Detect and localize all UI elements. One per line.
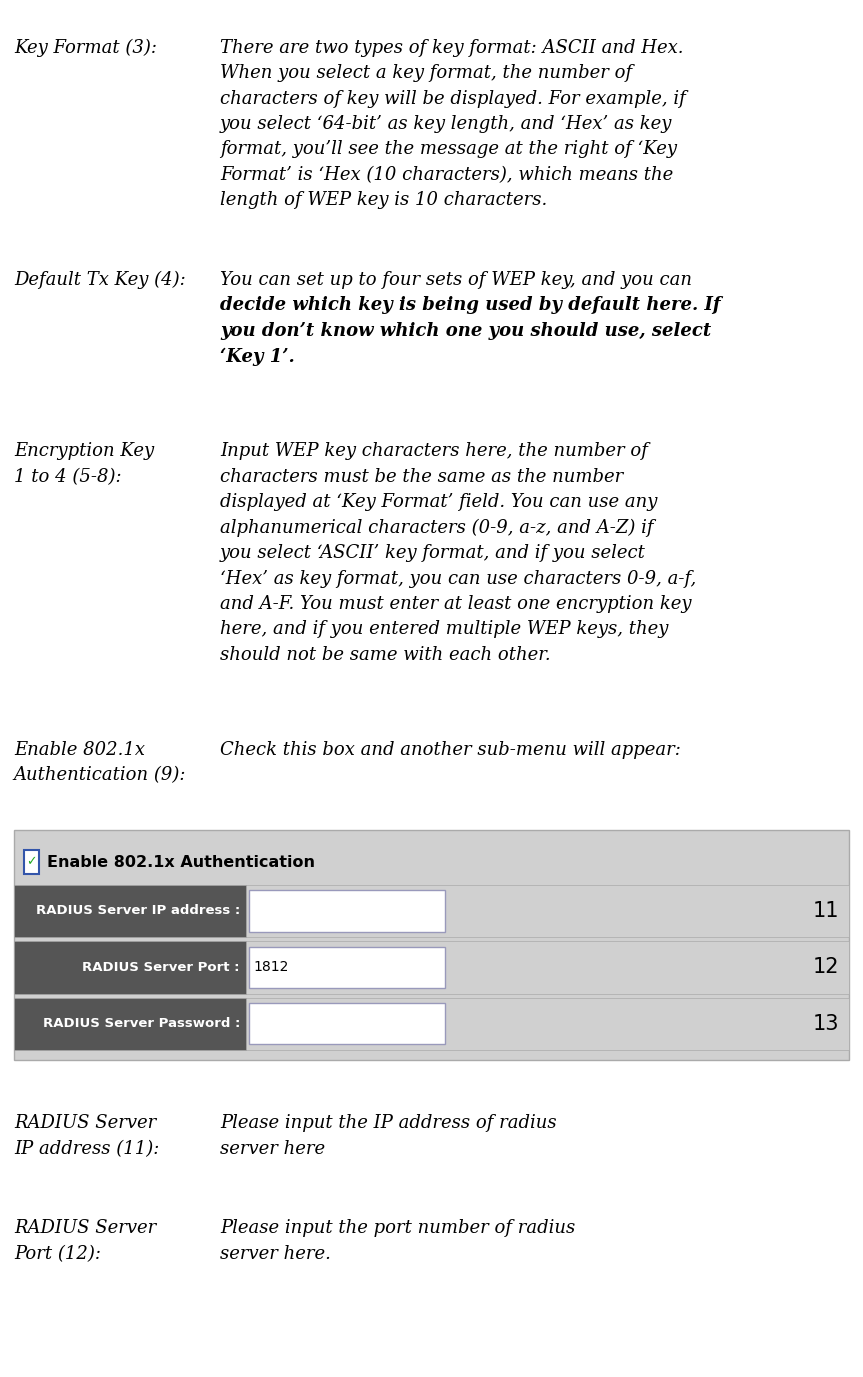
Text: RADIUS Server: RADIUS Server <box>14 1114 156 1132</box>
Text: ✓: ✓ <box>26 855 37 869</box>
Bar <box>14 830 849 1060</box>
Text: ‘Key 1’.: ‘Key 1’. <box>220 347 295 366</box>
Text: you don’t know which one you should use, select: you don’t know which one you should use,… <box>220 322 711 340</box>
Text: you select ‘ASCII’ key format, and if you select: you select ‘ASCII’ key format, and if yo… <box>220 544 646 562</box>
Text: Please input the IP address of radius: Please input the IP address of radius <box>220 1114 557 1132</box>
Text: characters of key will be displayed. For example, if: characters of key will be displayed. For… <box>220 90 686 107</box>
Text: Input WEP key characters here, the number of: Input WEP key characters here, the numbe… <box>220 442 648 460</box>
Bar <box>249 890 445 931</box>
Text: decide which key is being used by default here. If: decide which key is being used by defaul… <box>220 296 721 314</box>
Text: 1812: 1812 <box>254 960 289 975</box>
Text: RADIUS Server Port :: RADIUS Server Port : <box>82 961 240 974</box>
Text: Key Format (3):: Key Format (3): <box>14 39 157 56</box>
Text: 1 to 4 (5-8):: 1 to 4 (5-8): <box>14 468 122 486</box>
Text: characters must be the same as the number: characters must be the same as the numbe… <box>220 468 623 486</box>
Bar <box>14 997 849 1049</box>
Text: Enable 802.1x Authentication: Enable 802.1x Authentication <box>47 855 316 869</box>
Text: 12: 12 <box>812 957 839 978</box>
Text: should not be same with each other.: should not be same with each other. <box>220 646 551 664</box>
Text: When you select a key format, the number of: When you select a key format, the number… <box>220 65 633 83</box>
Text: and A-F. You must enter at least one encryption key: and A-F. You must enter at least one enc… <box>220 595 691 613</box>
Text: IP address (11):: IP address (11): <box>14 1140 159 1158</box>
Bar <box>14 997 246 1049</box>
Text: ‘Hex’ as key format, you can use characters 0-9, a-f,: ‘Hex’ as key format, you can use charact… <box>220 570 696 588</box>
Text: you select ‘64-bit’ as key length, and ‘Hex’ as key: you select ‘64-bit’ as key length, and ‘… <box>220 114 672 134</box>
Text: server here.: server here. <box>220 1245 331 1263</box>
Text: There are two types of key format: ASCII and Hex.: There are two types of key format: ASCII… <box>220 39 683 56</box>
Text: RADIUS Server: RADIUS Server <box>14 1219 156 1237</box>
Text: Format’ is ‘Hex (10 characters), which means the: Format’ is ‘Hex (10 characters), which m… <box>220 165 673 185</box>
Text: Please input the port number of radius: Please input the port number of radius <box>220 1219 576 1237</box>
Text: RADIUS Server Password :: RADIUS Server Password : <box>42 1018 240 1030</box>
Text: 13: 13 <box>812 1013 839 1034</box>
Text: Port (12):: Port (12): <box>14 1245 101 1263</box>
Bar <box>249 1002 445 1044</box>
Text: server here: server here <box>220 1140 325 1158</box>
Bar <box>14 884 849 936</box>
Text: format, you’ll see the message at the right of ‘Key: format, you’ll see the message at the ri… <box>220 140 677 158</box>
Text: Check this box and another sub-menu will appear:: Check this box and another sub-menu will… <box>220 741 681 759</box>
Text: Default Tx Key (4):: Default Tx Key (4): <box>14 271 186 289</box>
Bar <box>249 947 445 987</box>
Bar <box>24 850 39 873</box>
Text: alphanumerical characters (0-9, a-z, and A-Z) if: alphanumerical characters (0-9, a-z, and… <box>220 519 653 537</box>
Text: length of WEP key is 10 characters.: length of WEP key is 10 characters. <box>220 191 547 209</box>
Text: Encryption Key: Encryption Key <box>14 442 154 460</box>
Text: Authentication (9):: Authentication (9): <box>14 766 186 785</box>
Text: RADIUS Server IP address :: RADIUS Server IP address : <box>35 905 240 917</box>
Text: Enable 802.1x: Enable 802.1x <box>14 741 145 759</box>
Bar <box>14 940 849 993</box>
Bar <box>14 940 246 993</box>
Text: 11: 11 <box>812 901 839 921</box>
Bar <box>14 884 246 936</box>
Text: displayed at ‘Key Format’ field. You can use any: displayed at ‘Key Format’ field. You can… <box>220 493 658 511</box>
Text: You can set up to four sets of WEP key, and you can: You can set up to four sets of WEP key, … <box>220 271 692 289</box>
Text: here, and if you entered multiple WEP keys, they: here, and if you entered multiple WEP ke… <box>220 621 669 639</box>
